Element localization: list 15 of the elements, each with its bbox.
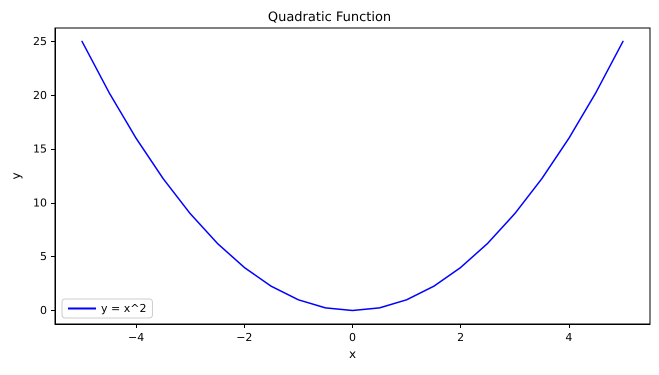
legend-label: y = x^2 [101, 302, 146, 315]
x-tick-label: −2 [236, 331, 252, 344]
y-tick-label: 5 [40, 250, 47, 264]
x-tick-label: 2 [457, 331, 464, 344]
y-tick-label: 10 [33, 196, 47, 210]
chart-title: Quadratic Function [268, 10, 392, 25]
y-tick-label: 25 [33, 34, 47, 48]
y-tick-label: 20 [33, 88, 47, 102]
x-tick-label: 0 [349, 331, 356, 344]
x-axis-title: x [348, 346, 356, 361]
y-tick-label: 0 [40, 304, 47, 318]
x-tick-label: 4 [565, 331, 572, 344]
y-tick-label: 15 [33, 142, 47, 156]
y-axis-title: y [9, 172, 24, 180]
x-tick-label: −4 [128, 331, 144, 344]
